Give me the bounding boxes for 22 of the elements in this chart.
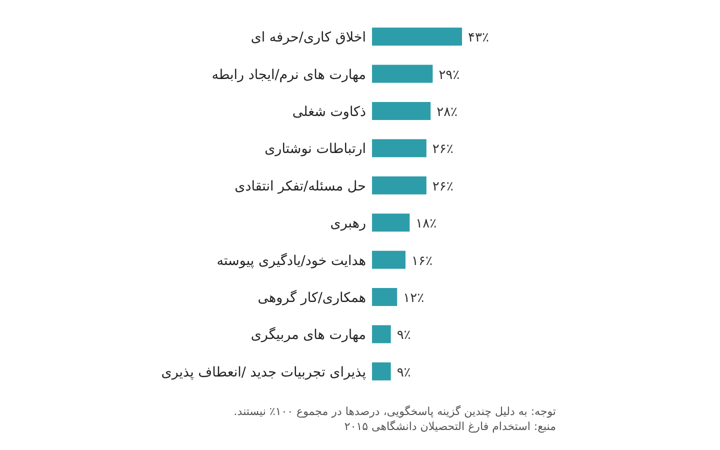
data-label: ۲۸٪	[436, 105, 458, 120]
y-tick-label: همکاری/کار گروهی	[258, 289, 366, 306]
y-tick-label: حل مسئله/تفکر انتقادی	[234, 178, 366, 194]
y-tick-label: رهبری	[330, 216, 366, 232]
data-label: ۱۶٪	[411, 254, 432, 269]
data-label: ۲۶٪	[432, 142, 454, 158]
data-label: ۹٪	[396, 328, 411, 344]
data-label: ۹٪	[396, 365, 411, 380]
text: منبع: استخدام فارغ التحصیلان دانشگاهی ۲۰۱۵	[344, 420, 556, 433]
data-label: ۴۳٪	[468, 30, 489, 46]
y-tick-label: ارتباطات نوشتاری	[264, 141, 366, 158]
y-tick-label: مهارت های نرم/ایجاد رابطه	[212, 66, 366, 83]
data-label: ۲۹٪	[438, 68, 460, 83]
data-label: ۱۲٪	[403, 291, 424, 306]
y-tick-label: هدایت خود/یادگیری پیوسته	[216, 252, 366, 269]
y-tick-label: اخلاق کاری/حرفه ای	[250, 30, 366, 46]
text: توجه: به دلیل چندین گزینه پاسخگویی، درصدها در مجموع ۱۰۰٪ نیستند.	[234, 405, 556, 418]
data-label: ۲۶٪	[432, 179, 454, 194]
data-label: ۱۸٪	[416, 216, 437, 232]
y-tick-label: ذکاوت شغلی	[292, 104, 366, 120]
y-tick-label: پذیرای تجربیات جدید /انعطاف پذیری	[161, 364, 366, 380]
y-tick-label: مهارت های مربیگری	[250, 326, 366, 344]
